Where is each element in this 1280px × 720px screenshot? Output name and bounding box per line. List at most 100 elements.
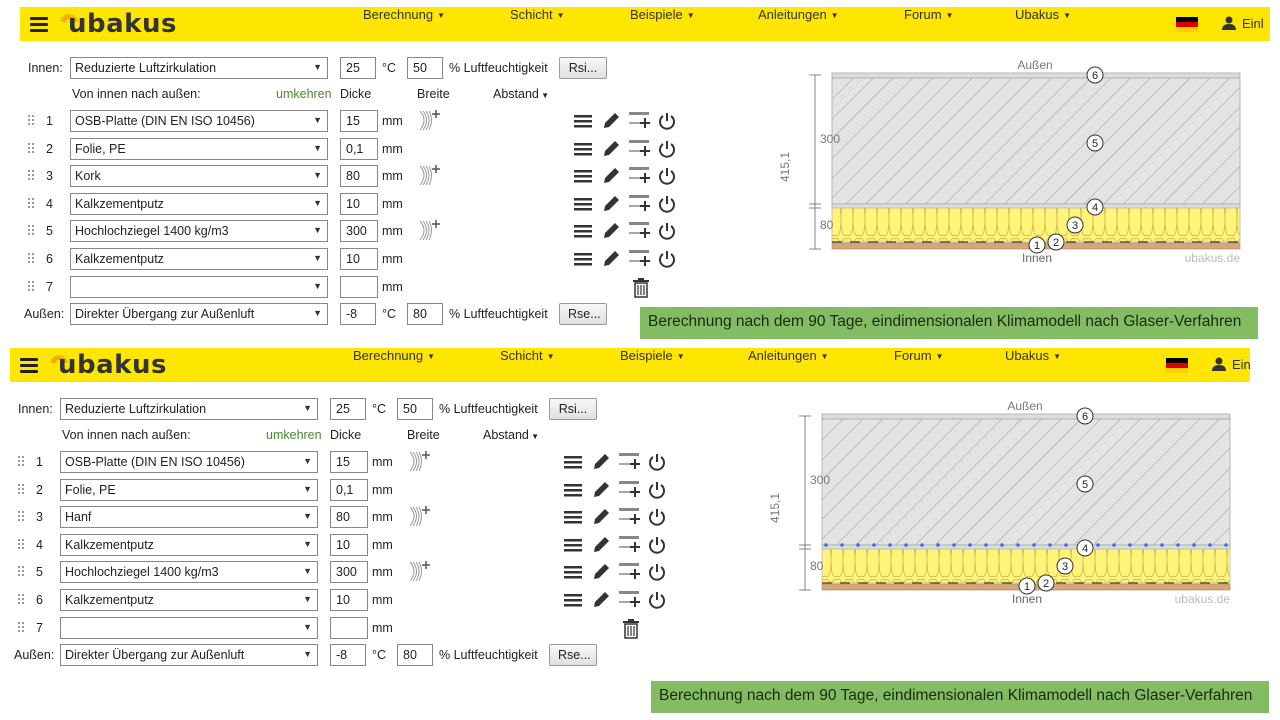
- inhomogeneous-layer-icon[interactable]: [408, 504, 430, 527]
- nav-beispiele[interactable]: Beispiele ▼: [630, 7, 695, 22]
- toggle-power-icon[interactable]: [657, 166, 679, 188]
- layer-material-select[interactable]: Kalkzementputz ▼: [70, 192, 328, 215]
- nav-beispiele[interactable]: Beispiele ▼: [620, 348, 685, 363]
- insert-layer-icon[interactable]: [628, 192, 650, 214]
- layer-thickness-input[interactable]: 0,1: [330, 478, 368, 501]
- reorder-list-icon[interactable]: [563, 480, 585, 502]
- rse-button[interactable]: Rse...: [559, 303, 607, 325]
- layer-thickness-input[interactable]: 80: [340, 165, 378, 188]
- insert-layer-icon[interactable]: [618, 588, 640, 610]
- toggle-power-icon[interactable]: [657, 139, 679, 161]
- logo[interactable]: ubakus: [60, 9, 177, 39]
- outer-temperature-input[interactable]: -8: [340, 303, 376, 325]
- layer-thickness-input[interactable]: [340, 275, 378, 298]
- inhomogeneous-layer-icon[interactable]: [408, 559, 430, 582]
- nav-ubakus[interactable]: Ubakus ▼: [1005, 348, 1061, 363]
- reorder-list-icon[interactable]: [573, 221, 595, 243]
- edit-pencil-icon[interactable]: [591, 507, 613, 529]
- insert-layer-icon[interactable]: [618, 478, 640, 500]
- layer-thickness-input[interactable]: 0,1: [340, 137, 378, 160]
- reverse-link[interactable]: umkehren: [276, 87, 332, 101]
- reorder-list-icon[interactable]: [573, 139, 595, 161]
- rsi-button[interactable]: Rsi...: [559, 57, 607, 79]
- layer-material-select[interactable]: OSB-Platte (DIN EN ISO 10456) ▼: [70, 110, 328, 132]
- inner-humidity-input[interactable]: 50: [407, 57, 443, 79]
- reorder-list-icon[interactable]: [563, 562, 585, 584]
- inhomogeneous-layer-icon[interactable]: [418, 108, 440, 131]
- toggle-power-icon[interactable]: [647, 507, 669, 529]
- toggle-power-icon[interactable]: [657, 221, 679, 243]
- layer-thickness-input[interactable]: 300: [330, 561, 368, 584]
- toggle-power-icon[interactable]: [647, 590, 669, 612]
- insert-layer-icon[interactable]: [618, 450, 640, 472]
- layer-material-select[interactable]: Hochlochziegel 1400 kg/m3 ▼: [70, 220, 328, 243]
- layer-material-select[interactable]: Kalkzementputz ▼: [60, 589, 318, 611]
- layer-material-select[interactable]: ▼: [70, 275, 328, 298]
- nav-anleitungen[interactable]: Anleitungen ▼: [758, 7, 839, 22]
- layer-thickness-input[interactable]: 10: [340, 248, 378, 270]
- inner-condition-select[interactable]: Reduzierte Luftzirkulation ▼: [60, 398, 318, 420]
- nav-schicht[interactable]: Schicht ▼: [510, 7, 565, 22]
- layer-thickness-input[interactable]: 10: [340, 192, 378, 215]
- edit-pencil-icon[interactable]: [601, 221, 623, 243]
- toggle-power-icon[interactable]: [657, 111, 679, 133]
- drag-handle-icon[interactable]: [28, 225, 36, 237]
- inner-temperature-input[interactable]: 25: [340, 57, 376, 79]
- drag-handle-icon[interactable]: [18, 456, 26, 468]
- outer-humidity-input[interactable]: 80: [407, 303, 443, 325]
- drag-handle-icon[interactable]: [28, 115, 36, 127]
- edit-pencil-icon[interactable]: [601, 166, 623, 188]
- reorder-list-icon[interactable]: [563, 590, 585, 612]
- layer-material-select[interactable]: Kalkzementputz ▼: [70, 248, 328, 270]
- layer-material-select[interactable]: Kalkzementputz ▼: [60, 533, 318, 556]
- inner-humidity-input[interactable]: 50: [397, 398, 433, 420]
- outer-condition-select[interactable]: Direkter Übergang zur Außenluft ▼: [70, 303, 328, 325]
- spacing-header[interactable]: Abstand ▼: [493, 87, 549, 101]
- edit-pencil-icon[interactable]: [601, 249, 623, 271]
- drag-handle-icon[interactable]: [18, 594, 26, 606]
- layer-thickness-input[interactable]: 15: [330, 451, 368, 473]
- insert-layer-icon[interactable]: [628, 164, 650, 186]
- drag-handle-icon[interactable]: [18, 566, 26, 578]
- layer-material-select[interactable]: ▼: [60, 616, 318, 639]
- insert-layer-icon[interactable]: [618, 533, 640, 555]
- insert-layer-icon[interactable]: [618, 560, 640, 582]
- insert-layer-icon[interactable]: [628, 109, 650, 131]
- toggle-power-icon[interactable]: [657, 194, 679, 216]
- insert-layer-icon[interactable]: [628, 219, 650, 241]
- inhomogeneous-layer-icon[interactable]: [418, 218, 440, 241]
- inhomogeneous-layer-icon[interactable]: [418, 163, 440, 186]
- edit-pencil-icon[interactable]: [601, 194, 623, 216]
- edit-pencil-icon[interactable]: [591, 590, 613, 612]
- toggle-power-icon[interactable]: [647, 535, 669, 557]
- inner-condition-select[interactable]: Reduzierte Luftzirkulation ▼: [70, 57, 328, 79]
- layer-material-select[interactable]: Kork ▼: [70, 165, 328, 188]
- german-flag-icon[interactable]: [1166, 358, 1188, 373]
- drag-handle-icon[interactable]: [18, 538, 26, 551]
- inner-temperature-input[interactable]: 25: [330, 398, 366, 420]
- edit-pencil-icon[interactable]: [591, 535, 613, 557]
- drag-handle-icon[interactable]: [28, 197, 36, 210]
- drag-handle-icon[interactable]: [18, 621, 26, 634]
- login-link[interactable]: Einl: [1212, 357, 1250, 372]
- german-flag-icon[interactable]: [1176, 17, 1198, 32]
- layer-thickness-input[interactable]: 80: [330, 506, 368, 529]
- toggle-power-icon[interactable]: [657, 249, 679, 271]
- reorder-list-icon[interactable]: [573, 194, 595, 216]
- drag-handle-icon[interactable]: [28, 142, 36, 155]
- drag-handle-icon[interactable]: [18, 511, 26, 523]
- trash-icon[interactable]: [622, 618, 644, 641]
- outer-temperature-input[interactable]: -8: [330, 644, 366, 666]
- layer-thickness-input[interactable]: 10: [330, 589, 368, 611]
- layer-thickness-input[interactable]: 300: [340, 220, 378, 243]
- insert-layer-icon[interactable]: [618, 505, 640, 527]
- edit-pencil-icon[interactable]: [601, 111, 623, 133]
- drag-handle-icon[interactable]: [28, 280, 36, 293]
- layer-material-select[interactable]: Folie, PE ▼: [70, 137, 328, 160]
- nav-ubakus[interactable]: Ubakus ▼: [1015, 7, 1071, 22]
- edit-pencil-icon[interactable]: [591, 480, 613, 502]
- reorder-list-icon[interactable]: [573, 249, 595, 271]
- outer-condition-select[interactable]: Direkter Übergang zur Außenluft ▼: [60, 644, 318, 666]
- nav-schicht[interactable]: Schicht ▼: [500, 348, 555, 363]
- edit-pencil-icon[interactable]: [591, 452, 613, 474]
